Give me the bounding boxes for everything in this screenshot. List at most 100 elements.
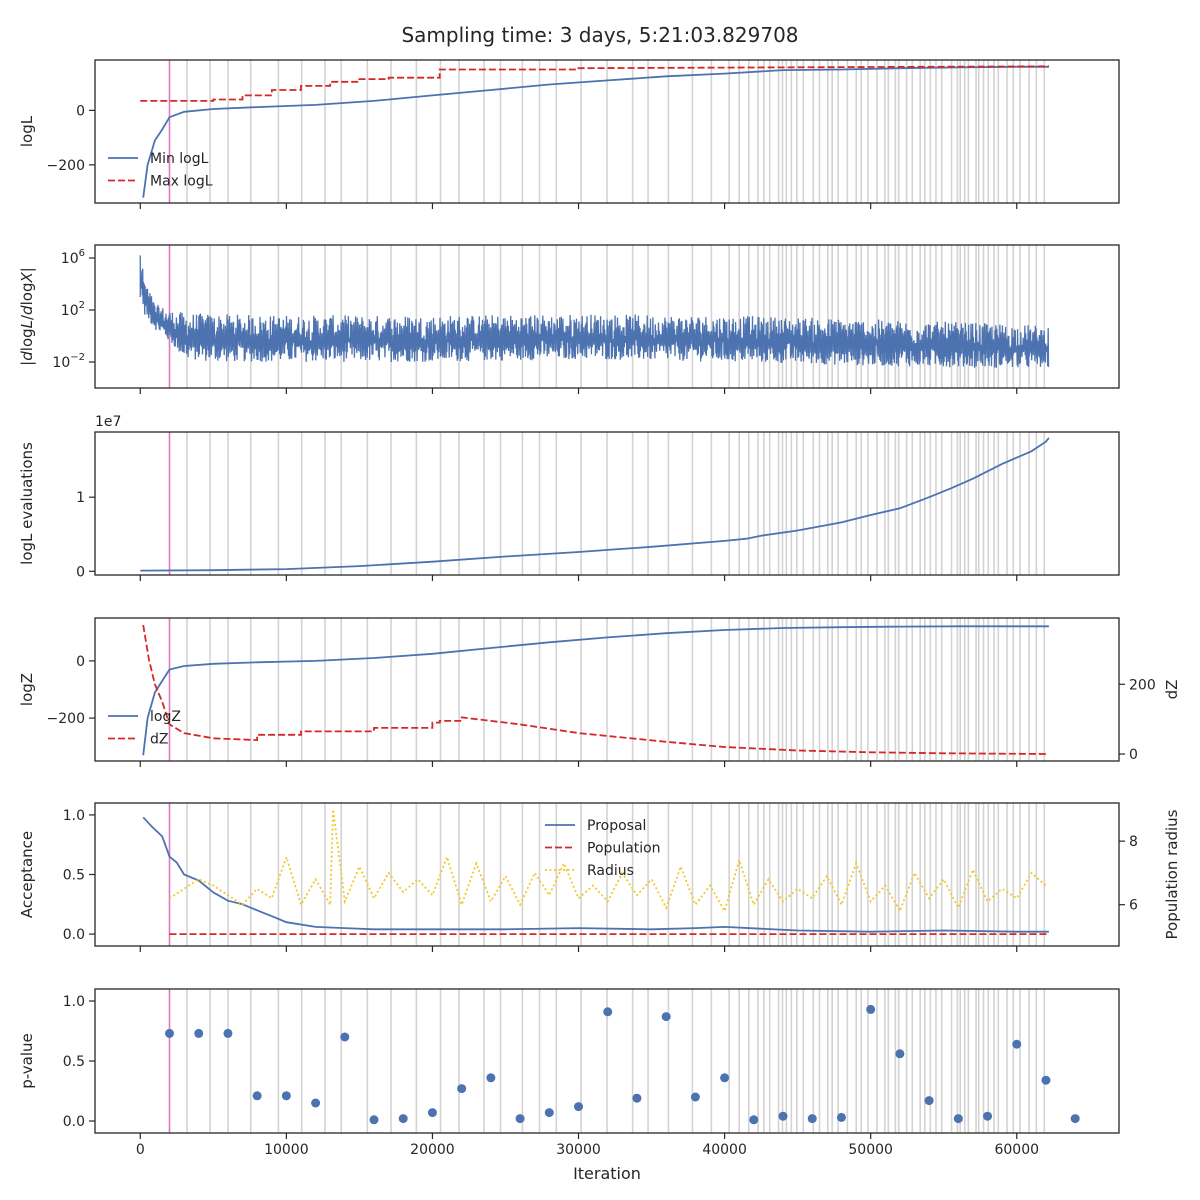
legend-label: Min logL	[150, 151, 209, 167]
scatter-point	[194, 1028, 204, 1038]
figure-title: Sampling time: 3 days, 5:21:03.829708	[401, 23, 798, 47]
scatter-point	[661, 1012, 671, 1022]
panel-4: 0 −200 200 0 dZ logZ logZ dZ	[18, 617, 1181, 767]
scatter-point	[486, 1073, 496, 1083]
scatter-point	[603, 1007, 613, 1017]
scatter-point	[1041, 1075, 1051, 1085]
y-tick-label: 0	[76, 654, 85, 670]
scatter-point	[311, 1098, 321, 1108]
scatter-point	[866, 1004, 876, 1014]
series-line	[142, 65, 1049, 198]
panel-3: 1 0 1e7 logL evaluations	[18, 414, 1120, 581]
y-axis-label: |dlogL/dlogX|	[18, 267, 36, 366]
scatter-point	[807, 1114, 817, 1124]
x-tick-label: 20000	[410, 1142, 455, 1158]
panel-1: 0 −200 logL Min logL Max logL	[18, 59, 1120, 209]
legend-label: Max logL	[150, 174, 213, 190]
plot-area	[164, 989, 1080, 1133]
scatter-point	[1070, 1114, 1080, 1124]
y-tick-label: 0.5	[63, 868, 85, 884]
x-tick-label: 30000	[556, 1142, 601, 1158]
y-tick-label: 1.0	[63, 994, 85, 1010]
y-right-tick-label: 8	[1129, 834, 1138, 850]
scatter-point	[953, 1114, 963, 1124]
scatter-point	[252, 1091, 262, 1101]
y-axis-label: Acceptance	[18, 831, 36, 918]
x-axis-label: Iteration	[573, 1164, 641, 1183]
x-tick-label: 60000	[994, 1142, 1039, 1158]
y-tick-label: 0	[76, 103, 85, 119]
y-tick-label: 102	[61, 300, 85, 319]
y-right-axis-label: dZ	[1163, 680, 1181, 700]
axes-frame	[94, 59, 1120, 204]
scatter-point	[223, 1028, 233, 1038]
panel-2: 106 102 10−2 |dlogL/dlogX|	[18, 244, 1120, 394]
scatter-point	[1012, 1039, 1022, 1049]
x-tick-label: 10000	[264, 1142, 309, 1158]
series-line	[169, 809, 1047, 914]
y-tick-label: 0.0	[63, 927, 85, 943]
scatter-point	[895, 1049, 905, 1059]
y-tick-label: 0	[76, 564, 85, 580]
series-line	[142, 625, 1049, 756]
y-right-axis-label: Population radius	[1163, 809, 1181, 939]
plot-area	[142, 618, 1049, 761]
scatter-point	[690, 1092, 700, 1102]
scatter-point	[720, 1073, 730, 1083]
y-offset-label: 1e7	[95, 414, 121, 430]
scatter-point	[749, 1115, 759, 1125]
panel-5: 1.0 0.5 0.0 8 6 Population radius Acceptance Pr…	[18, 802, 1181, 952]
y-tick-label: −200	[47, 711, 85, 727]
x-tick-label: 50000	[848, 1142, 893, 1158]
legend-label: Population	[587, 841, 661, 857]
y-right-tick-label: 200	[1129, 677, 1156, 693]
y-tick-label: 1.0	[63, 808, 85, 824]
y-tick-label: 0.0	[63, 1114, 85, 1130]
scatter-point	[369, 1115, 379, 1125]
y-axis-label: logL	[18, 115, 36, 147]
scatter-point	[836, 1112, 846, 1122]
x-tick-label: 40000	[702, 1142, 747, 1158]
y-tick-label: 1	[76, 490, 85, 506]
scatter-point	[515, 1114, 525, 1124]
scatter-point	[924, 1096, 934, 1106]
y-tick-label: 10−2	[52, 352, 85, 371]
scatter-point	[574, 1102, 584, 1112]
scatter-point	[457, 1084, 467, 1094]
x-tick-label: 0	[136, 1142, 145, 1158]
scatter-point	[340, 1032, 350, 1042]
panel-6: 0 10000 20000 30000 40000 50000 60000 1.0 0.5 0.0…	[18, 988, 1120, 1158]
y-axis-label: logZ	[18, 673, 36, 706]
scatter-point	[427, 1108, 437, 1118]
legend-label: logZ	[150, 709, 181, 725]
series-line	[139, 255, 1050, 368]
series-line	[142, 624, 1049, 755]
scatter-point	[164, 1028, 174, 1038]
y-tick-label: 0.5	[63, 1054, 85, 1070]
legend-label: Radius	[587, 863, 634, 879]
scatter-point	[281, 1091, 291, 1101]
y-axis-label: logL evaluations	[18, 442, 36, 565]
y-axis-label: p-value	[18, 1033, 36, 1089]
scatter-point	[778, 1111, 788, 1121]
series-line	[140, 65, 1049, 102]
legend-label: Proposal	[587, 818, 646, 834]
y-right-tick-label: 6	[1129, 898, 1138, 914]
y-tick-label: −200	[47, 158, 85, 174]
scatter-point	[983, 1111, 993, 1121]
plot-area	[142, 803, 1049, 946]
axes-frame	[94, 617, 1120, 762]
plot-area	[140, 60, 1049, 203]
scatter-point	[632, 1093, 642, 1103]
y-right-tick-label: 0	[1129, 747, 1138, 763]
scatter-point	[544, 1108, 554, 1118]
legend-label: dZ	[150, 732, 168, 748]
y-tick-label: 106	[61, 248, 85, 267]
series-line	[140, 437, 1050, 572]
plot-area	[139, 245, 1050, 388]
scatter-point	[398, 1114, 408, 1124]
series-line	[142, 816, 1049, 933]
axes-frame	[94, 431, 1120, 576]
